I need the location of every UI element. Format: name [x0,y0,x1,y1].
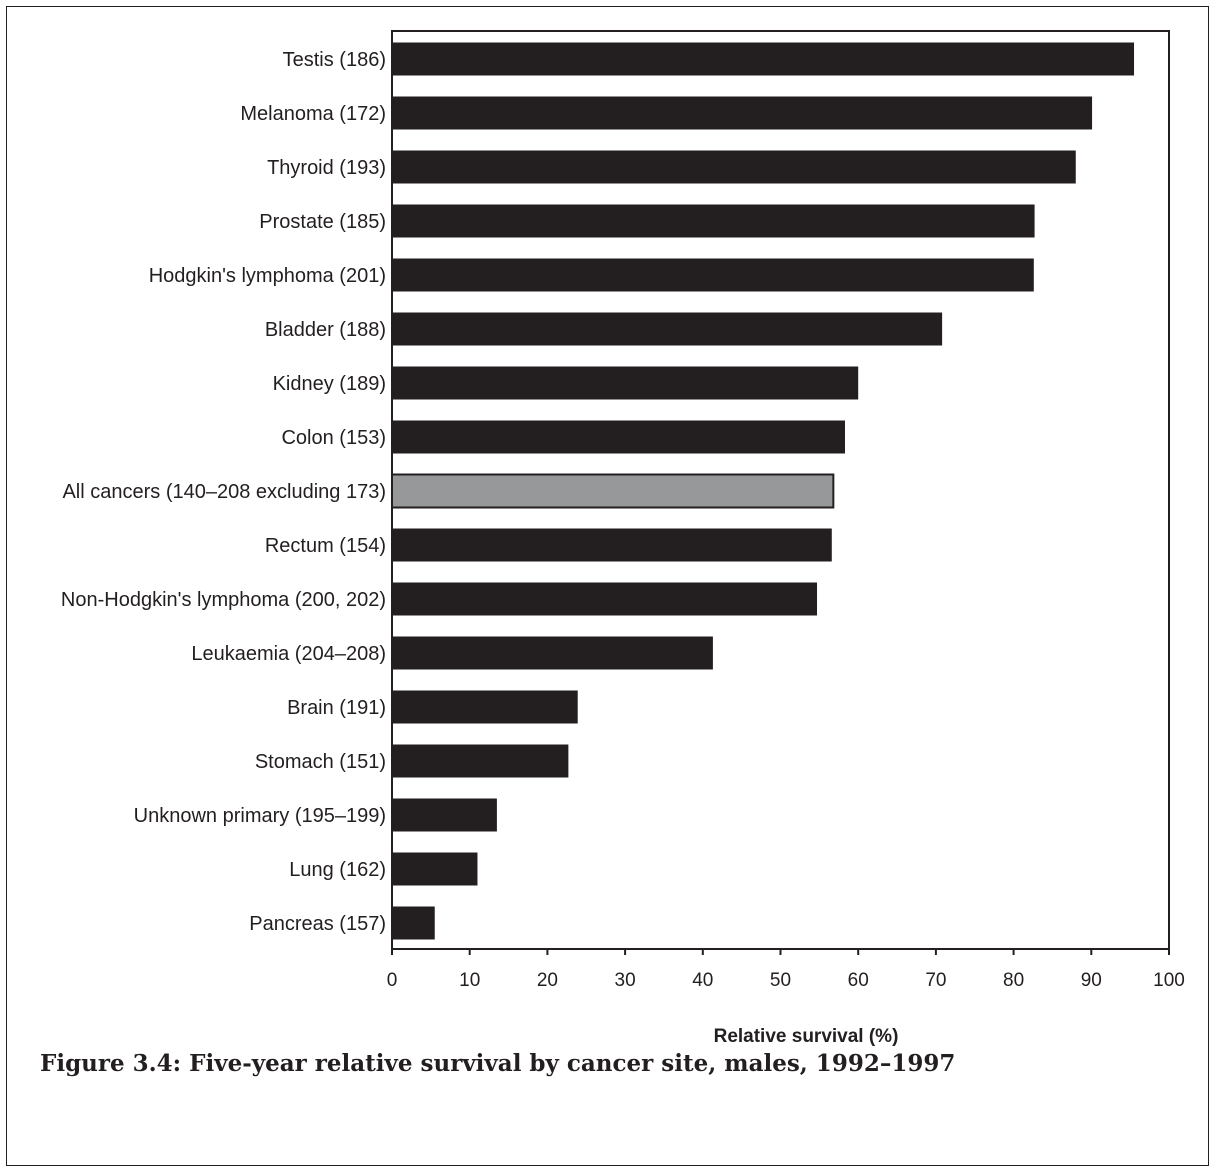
bar-4 [392,258,1034,292]
x-tick-label-2: 20 [537,970,558,991]
x-tick-label-0: 0 [387,970,398,991]
category-label-10: Non-Hodgkin's lymphoma (200, 202) [61,589,386,611]
bars-group [391,42,1135,940]
x-tick-label-1: 10 [459,970,480,991]
x-tick-label-4: 40 [692,970,713,991]
bar-14 [392,798,497,832]
x-tick-label-8: 80 [1003,970,1024,991]
x-tick-label-7: 70 [925,970,946,991]
category-label-2: Thyroid (193) [267,157,386,179]
figure-caption: Figure 3.4: Five-year relative survival … [40,1050,956,1077]
bar-8 [391,473,835,509]
category-label-12: Brain (191) [287,697,386,719]
category-label-8: All cancers (140–208 excluding 173) [62,481,386,503]
category-label-0: Testis (186) [283,49,386,71]
x-tick-label-10: 100 [1153,970,1185,991]
bar-9 [392,528,832,562]
bar-12 [392,690,578,724]
bar-16 [392,906,435,940]
bar-7 [392,420,845,454]
category-labels-group: Testis (186) Melanoma (172) Thyroid (193) P… [61,49,386,935]
category-label-7: Colon (153) [281,427,386,449]
category-label-9: Rectum (154) [265,535,386,557]
category-label-11: Leukaemia (204–208) [191,643,386,665]
bar-5 [392,312,943,346]
category-label-6: Kidney (189) [273,373,386,395]
bar-1 [392,96,1093,130]
bar-0 [392,42,1135,76]
category-label-15: Lung (162) [289,859,386,881]
plot-area-frame [391,30,1170,950]
category-label-13: Stomach (151) [255,751,386,773]
bar-2 [392,150,1076,184]
x-tick-label-6: 60 [848,970,869,991]
bar-11 [392,636,713,670]
bar-3 [392,204,1035,238]
bar-15 [392,852,478,886]
x-tick-label-3: 30 [615,970,636,991]
category-label-3: Prostate (185) [259,211,386,233]
x-tick-label-5: 50 [770,970,791,991]
x-tick-label-9: 90 [1081,970,1102,991]
category-label-4: Hodgkin's lymphoma (201) [149,265,386,287]
bar-6 [392,366,859,400]
category-label-16: Pancreas (157) [249,913,386,935]
category-label-5: Bladder (188) [265,319,386,341]
x-axis: 0 10 20 30 40 50 60 70 80 90 100 [387,948,1185,991]
bar-13 [392,744,569,778]
bar-10 [392,582,818,616]
bar-chart: Testis (186) Melanoma (172) Thyroid (193) P… [61,30,1185,1047]
category-label-14: Unknown primary (195–199) [134,805,386,827]
category-label-1: Melanoma (172) [240,103,386,125]
x-axis-title: Relative survival (%) [714,1026,899,1047]
